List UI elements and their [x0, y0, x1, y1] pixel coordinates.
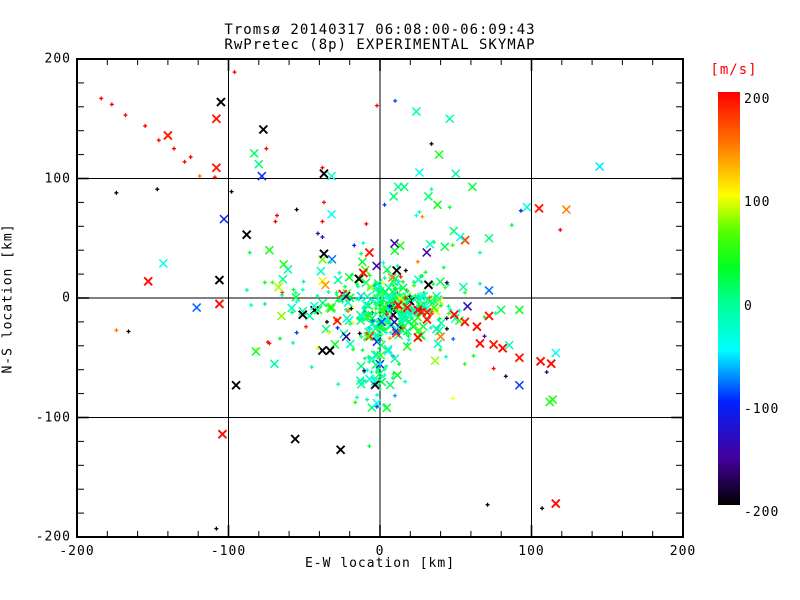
y-tick-label: 200: [44, 51, 71, 67]
colorbar-tick-label: 0: [744, 298, 753, 314]
x-axis-label: E-W location [km]: [304, 556, 456, 571]
x-tick-label: 0: [375, 544, 385, 559]
y-axis-label: N-S location [km]: [0, 223, 16, 374]
colorbar-tick-label: 200: [744, 92, 771, 107]
y-tick-label: 0: [62, 290, 71, 306]
x-tick-label: -100: [210, 544, 247, 559]
chart-title: Tromsø 20140317 06:08:00-06:09:43: [224, 22, 536, 38]
colorbar-tick-label: 100: [744, 195, 771, 211]
chart-subtitle: RwPretec (8p) EXPERIMENTAL SKYMAP: [224, 37, 536, 53]
colorbar-tick-label: -100: [744, 401, 780, 417]
x-tick-label: 100: [518, 544, 545, 559]
x-tick-label: 200: [669, 544, 697, 559]
y-tick-label: 100: [44, 171, 71, 186]
colorbar: [718, 92, 740, 505]
y-tick-label: -100: [35, 410, 71, 425]
x-tick-label: -200: [59, 544, 95, 559]
colorbar-unit-label: [m/s]: [710, 62, 758, 78]
y-tick-label: -200: [35, 529, 71, 545]
colorbar-tick-label: -200: [744, 505, 780, 520]
